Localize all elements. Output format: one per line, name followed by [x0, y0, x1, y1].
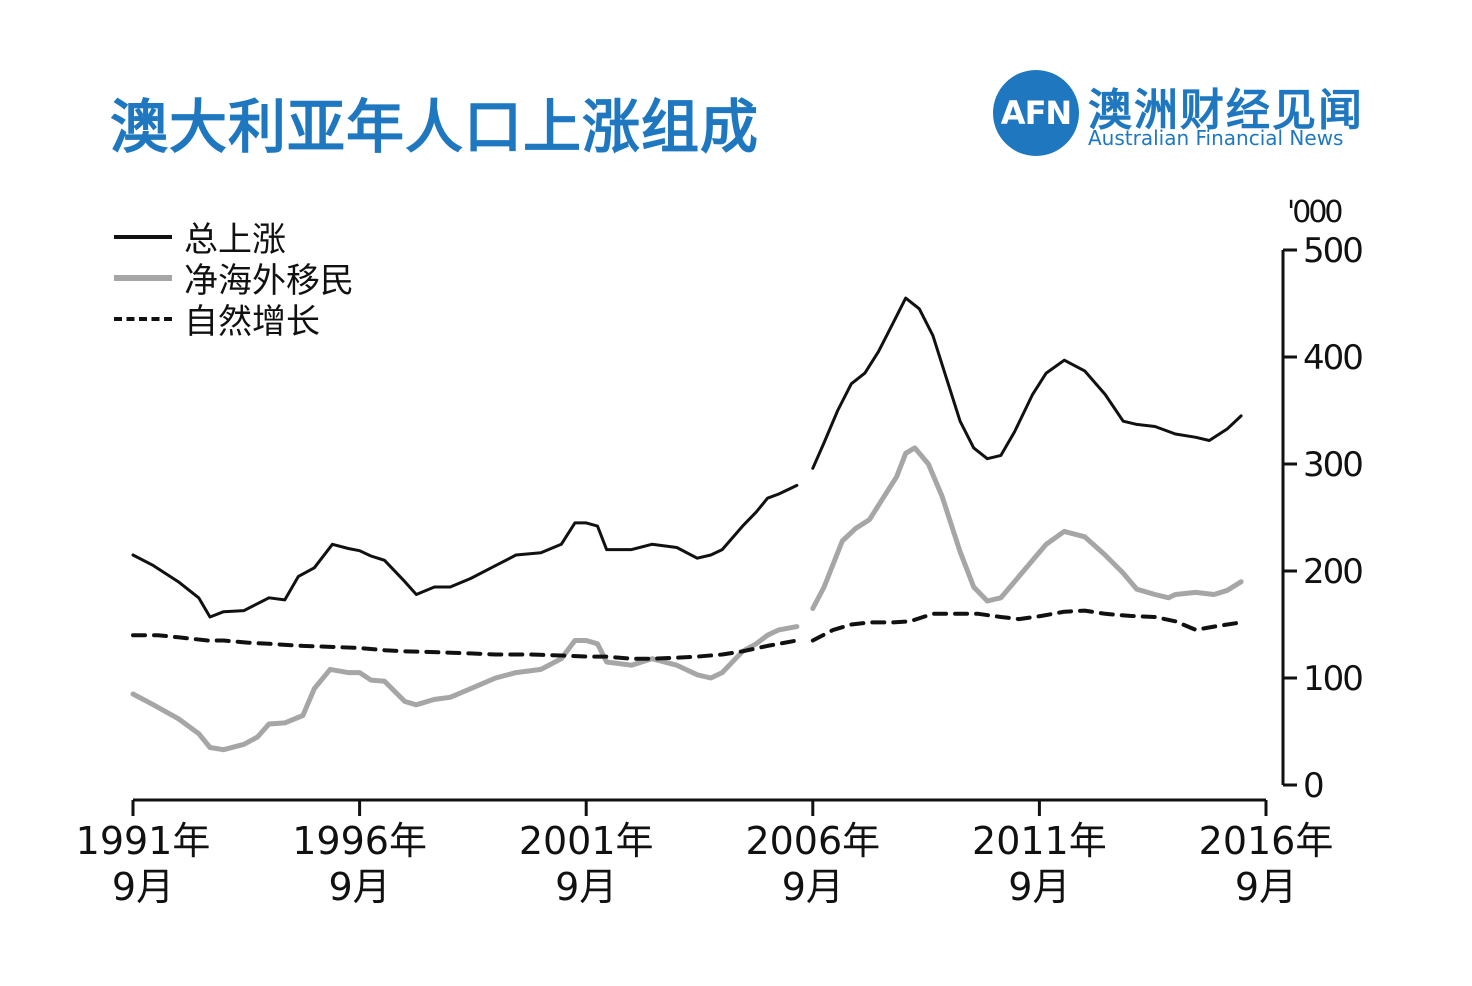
- x-tick-label: 1991年 9月: [43, 818, 243, 910]
- x-tick-year: 2001年: [518, 819, 654, 863]
- y-tick-label: 400: [1303, 338, 1362, 378]
- x-tick-label: 2001年 9月: [486, 818, 686, 910]
- x-tick-month: 9月: [1008, 865, 1071, 909]
- chart-title: 澳大利亚年人口上涨组成: [110, 93, 760, 161]
- x-tick-month: 9月: [781, 865, 844, 909]
- legend-label-migration: 净海外移民: [184, 261, 354, 301]
- logo-english-name: Australian Financial News: [1088, 126, 1344, 150]
- series-line-total-segment-0: [131, 483, 799, 619]
- y-tick-label: 0: [1303, 766, 1323, 806]
- legend-item-natural: 自然增长: [114, 294, 320, 343]
- x-tick-label: 1996年 9月: [260, 818, 460, 910]
- y-unit-label: '000: [1287, 195, 1342, 230]
- series-layer: [130, 296, 1244, 753]
- x-tick-month: 9月: [111, 865, 175, 909]
- x-tick-year: 1991年: [75, 819, 211, 863]
- x-tick-month: 9月: [555, 865, 618, 909]
- legend-swatch-total: [114, 234, 172, 239]
- x-tick-month: 9月: [1234, 865, 1298, 909]
- legend-swatch-migration: [114, 274, 172, 281]
- afn-logo-icon: AFN: [993, 70, 1079, 156]
- series-line-migration-segment-0: [130, 624, 800, 753]
- x-tick-label: 2006年 9月: [713, 818, 913, 910]
- x-tick-year: 2011年: [972, 819, 1107, 863]
- legend-label-total: 总上涨: [184, 220, 286, 260]
- x-tick-year: 2006年: [745, 819, 881, 863]
- y-tick-label: 300: [1303, 445, 1362, 485]
- x-tick-label: 2011年 9月: [939, 818, 1139, 910]
- x-tick-year: 2016年: [1198, 819, 1334, 863]
- legend-item-migration: 净海外移民: [114, 253, 354, 302]
- y-tick-label: 200: [1303, 552, 1362, 592]
- y-tick-label: 100: [1303, 659, 1362, 699]
- series-line-migration-segment-1: [810, 445, 1244, 611]
- axes: 0 100 200 300 400 500'000: [131, 195, 1364, 816]
- x-tick-month: 9月: [328, 865, 391, 909]
- logo-chinese-name: 澳洲财经见闻: [1088, 85, 1364, 136]
- y-tick-label: 500: [1303, 231, 1362, 271]
- x-tick-year: 1996年: [292, 819, 427, 863]
- series-line-total-segment-1: [811, 296, 1243, 470]
- x-tick-label: 2016年 9月: [1166, 818, 1366, 910]
- legend-item-total: 总上涨: [114, 212, 286, 261]
- legend-swatch-natural: [114, 316, 172, 321]
- series-line-natural-segment-1: [810, 608, 1244, 643]
- legend-label-natural: 自然增长: [184, 302, 320, 342]
- series-line-natural-segment-0: [131, 633, 799, 661]
